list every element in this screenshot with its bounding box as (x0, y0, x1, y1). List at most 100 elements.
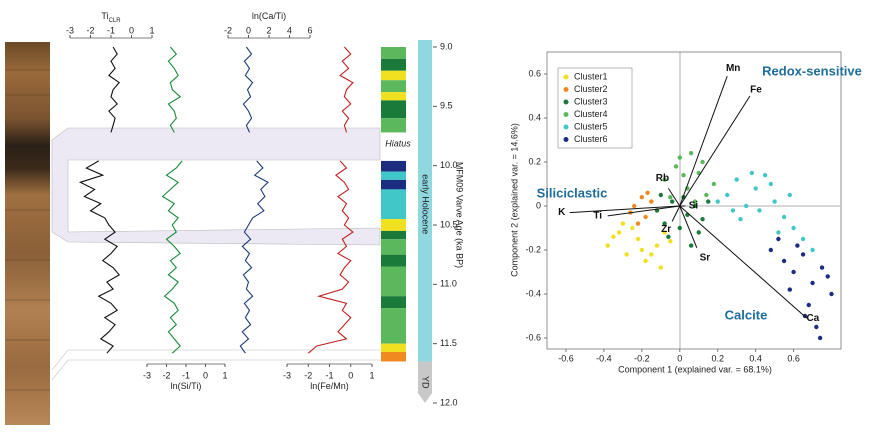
loading-label: K (558, 207, 566, 218)
point (757, 208, 762, 213)
loading-vector (671, 205, 681, 222)
point (800, 236, 806, 242)
point (696, 230, 701, 235)
x-tick-label: 0 (677, 353, 682, 363)
y-tick-label: 10.5 (440, 219, 458, 229)
y-tick-label: 9.0 (440, 41, 453, 51)
x-axis-title-text: ln(Fe/Mn) (310, 381, 349, 391)
y-tick-label: 12.0 (440, 397, 458, 407)
cluster-band (381, 160, 406, 172)
point (668, 195, 673, 200)
x-tick-label: 0 (129, 25, 134, 35)
point (630, 225, 635, 231)
core-laminae (5, 69, 50, 391)
cluster-band (381, 92, 406, 101)
x-tick-label: -0.6 (558, 353, 574, 363)
point (649, 252, 654, 257)
cluster-band (381, 47, 406, 59)
core-image (5, 42, 50, 425)
y-tick-label: 0.2 (528, 156, 541, 166)
x-tick-label: 0 (348, 370, 353, 380)
loading-vector (607, 205, 680, 217)
point (738, 217, 743, 222)
loading-vector (679, 205, 808, 319)
point (611, 234, 616, 239)
point (662, 177, 667, 182)
point (639, 247, 645, 253)
x-axis-title: Component 1 (explained var. = 68.1%) (618, 364, 772, 374)
point (781, 214, 787, 220)
x-tick-label: -2 (86, 25, 94, 35)
x-tick-label: 1 (222, 370, 227, 380)
point (645, 190, 650, 195)
cluster-band (381, 254, 406, 267)
point (681, 173, 686, 178)
loading-label: Sr (700, 252, 711, 263)
x-tick-label: -2 (162, 370, 170, 380)
cluster-band (381, 296, 406, 309)
cluster-band (381, 266, 406, 297)
point (673, 164, 679, 169)
plot-frame (546, 51, 842, 350)
loading-label: Ca (806, 313, 819, 324)
point (692, 199, 698, 204)
point (643, 214, 648, 220)
point (768, 247, 774, 253)
point (810, 247, 815, 253)
x-axis-title-text: Ti (101, 11, 108, 21)
loading-label: Mn (726, 63, 740, 74)
loading-vector (679, 205, 698, 248)
x-axis-title: ln(Ca/Ti) (252, 11, 286, 21)
cluster-band (381, 171, 406, 180)
y-tick-label: 0 (536, 200, 541, 210)
legend-marker (563, 124, 569, 130)
legend-label: Cluster3 (574, 96, 608, 106)
x-tick-label: 4 (287, 25, 292, 35)
legend-marker (563, 112, 569, 117)
y-tick-label: 11.0 (440, 279, 457, 289)
x-tick-label: -1 (182, 370, 190, 380)
point (692, 203, 698, 209)
x-tick-label: 6 (307, 25, 312, 35)
x-tick-label: 0.6 (787, 353, 800, 363)
point (688, 243, 694, 248)
cluster-band (381, 230, 406, 240)
point (791, 269, 796, 275)
period-label: YD (421, 376, 431, 389)
point (669, 199, 675, 204)
x-axis-title: ln(Fe/Mn) (310, 381, 349, 391)
x-tick-label: -3 (143, 370, 151, 380)
legend-label: Cluster1 (574, 71, 608, 81)
point (704, 192, 709, 198)
point (806, 302, 811, 308)
point (616, 230, 622, 235)
cluster-band (381, 179, 406, 190)
point (658, 192, 664, 198)
curve (307, 46, 354, 354)
point (658, 265, 664, 270)
x-tick-label: 2 (266, 25, 271, 35)
x-tick-label: -0.4 (596, 353, 612, 363)
x-tick-label: 1 (369, 370, 374, 380)
point (711, 181, 717, 187)
cluster-band (381, 219, 406, 231)
point (700, 159, 705, 165)
x-tick-label: -1 (107, 25, 115, 35)
x-tick-label: -0.2 (634, 353, 650, 363)
curve (239, 46, 269, 354)
x-tick-label: 0 (246, 25, 251, 35)
x-tick-label: -2 (224, 25, 232, 35)
point (654, 243, 660, 248)
cluster-band (381, 80, 406, 93)
legend-marker (563, 74, 569, 80)
point (688, 151, 694, 156)
point (635, 221, 641, 226)
loading-label: Ti (593, 211, 602, 222)
hiatus-label: Hiatus (385, 138, 411, 148)
cluster-band (381, 343, 406, 352)
point (668, 239, 673, 244)
point (639, 195, 645, 200)
period-bar (418, 361, 432, 403)
point (635, 236, 641, 242)
point (768, 181, 774, 187)
